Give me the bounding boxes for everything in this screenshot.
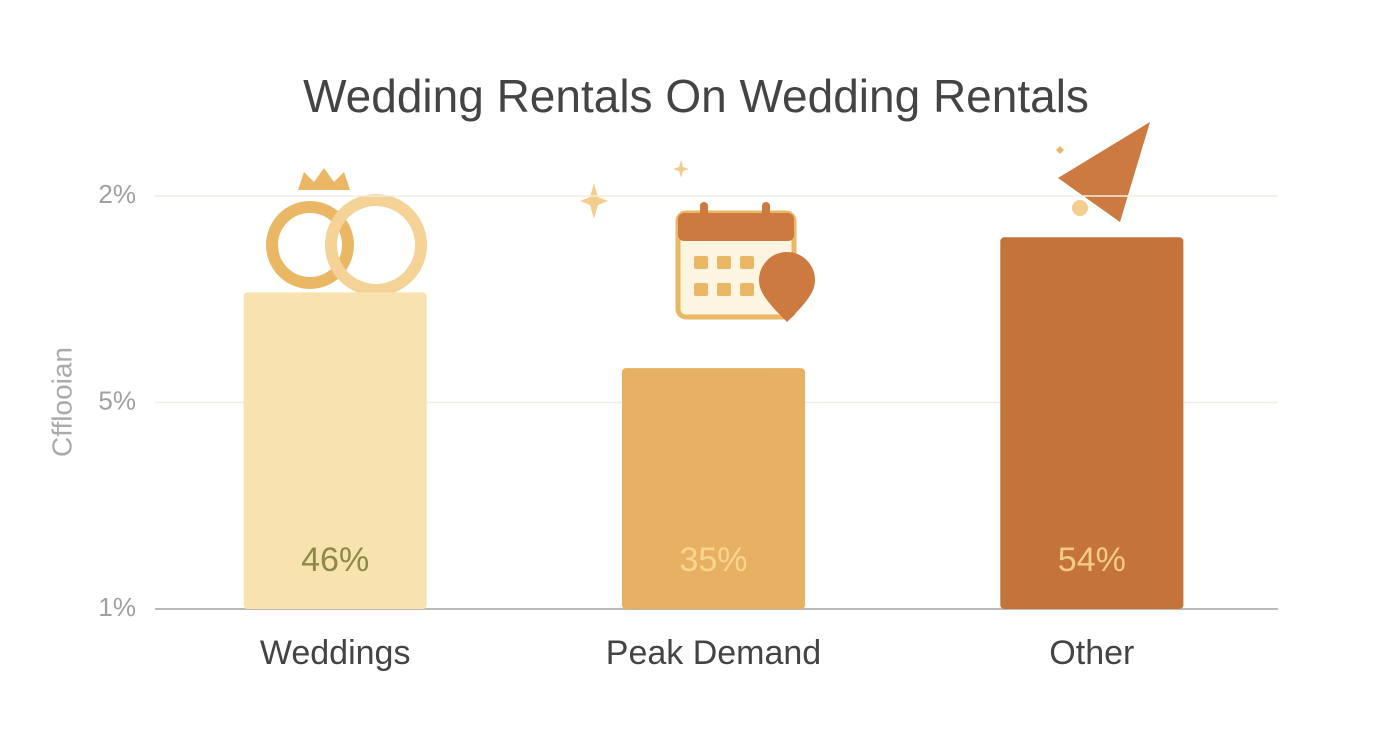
y-axis-label: Cfflooian <box>46 347 77 457</box>
value-label: 35% <box>679 541 747 579</box>
x-tick-label: Peak Demand <box>606 634 821 672</box>
bar <box>621 368 806 609</box>
value-label: 54% <box>1058 541 1126 579</box>
y-tick-label: 2% <box>98 179 136 209</box>
y-tick-label: 5% <box>98 385 136 415</box>
value-label: 46% <box>301 541 369 579</box>
x-tick-label: Other <box>1049 634 1134 672</box>
chart-title: Wedding Rentals On Wedding Rentals <box>303 70 1089 122</box>
calendar-icon <box>580 160 815 322</box>
rings-icon <box>266 168 427 296</box>
bar <box>243 292 427 609</box>
bar <box>1000 237 1184 610</box>
x-tick-label: Weddings <box>260 634 411 672</box>
y-tick-label: 1% <box>98 592 136 622</box>
cone-icon <box>1056 122 1150 222</box>
